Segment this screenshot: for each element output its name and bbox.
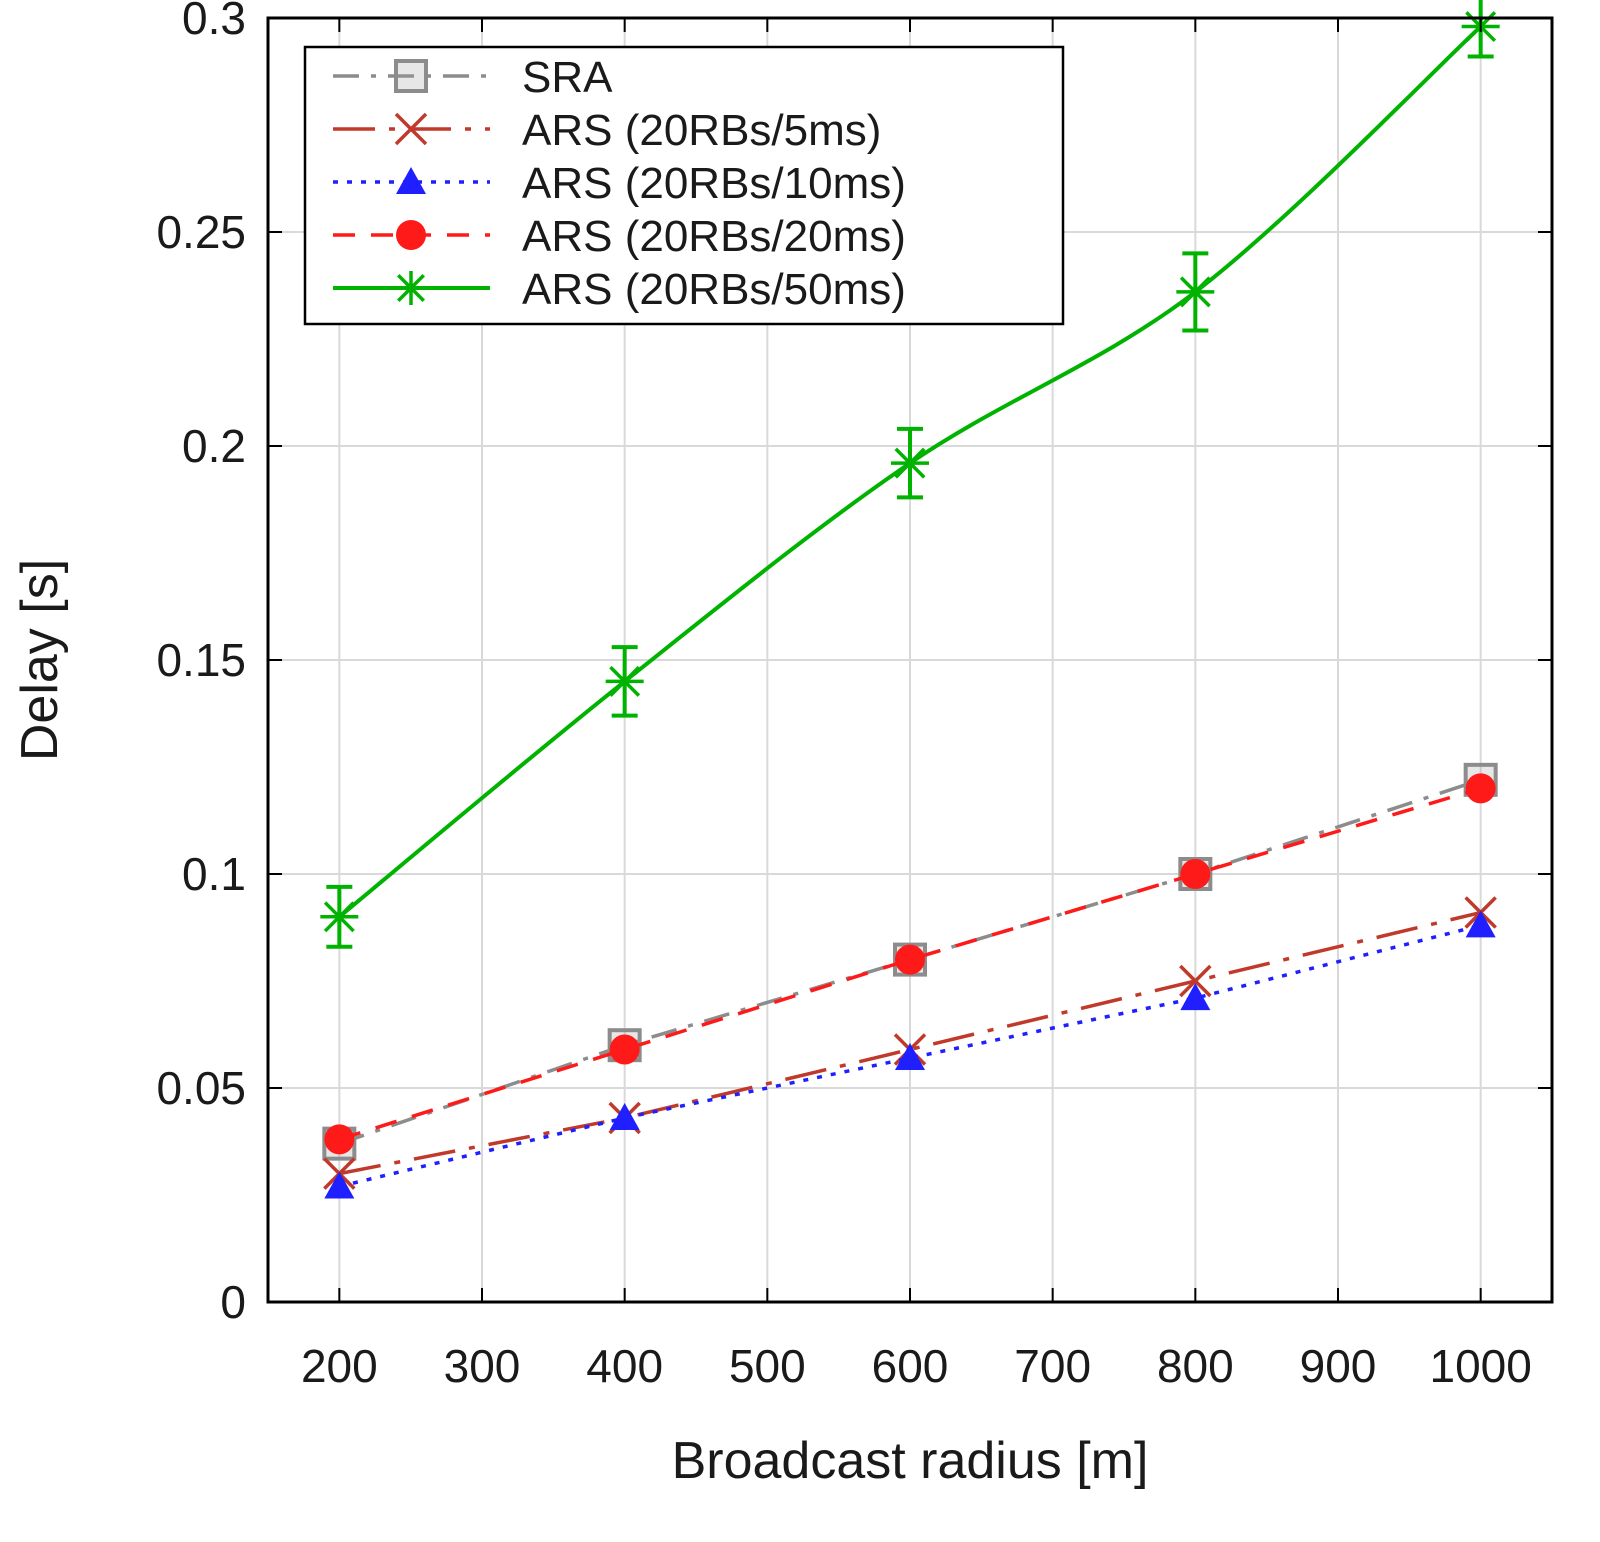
legend-box: [303, 45, 1065, 326]
marker-filled-circle: [895, 944, 925, 975]
series-3: [324, 773, 1496, 1155]
y-tick-label: 0.1: [182, 848, 246, 900]
series-line: [338, 910, 1482, 1176]
legend-label: SRA: [522, 53, 613, 102]
marker-shape: [1179, 964, 1212, 998]
marker-filled-circle: [1465, 773, 1496, 804]
marker-shape: [320, 897, 359, 936]
y-tick-label: 0.3: [182, 0, 246, 44]
x-tick-label: 900: [1300, 1340, 1377, 1392]
y-tick-label: 0.25: [156, 206, 246, 258]
x-axis-title: Broadcast radius [m]: [672, 1432, 1149, 1490]
marker-shape: [1180, 859, 1211, 889]
marker-shape: [394, 271, 428, 305]
marker-asterisk: [394, 271, 428, 305]
marker-triangle: [609, 1102, 640, 1130]
marker-shape: [396, 220, 426, 250]
legend-entry: ARS (20RBs/50ms): [333, 265, 906, 314]
marker-shape: [609, 1102, 640, 1130]
marker-shape: [895, 944, 925, 975]
marker-triangle: [895, 1043, 925, 1071]
legend-label: ARS (20RBs/20ms): [522, 212, 906, 261]
legend-label: ARS (20RBs/50ms): [522, 265, 906, 314]
marker-shape: [1180, 983, 1211, 1011]
marker-shape: [396, 167, 426, 194]
x-tick-label: 500: [729, 1340, 806, 1392]
marker-shape: [609, 1034, 640, 1065]
marker-shape: [605, 662, 644, 701]
y-tick-label: 0.15: [156, 634, 246, 686]
x-tick-label: 600: [872, 1340, 949, 1392]
marker-triangle: [396, 167, 426, 194]
legend-entry: ARS (20RBs/20ms): [333, 212, 906, 261]
x-tick-label: 1000: [1429, 1340, 1531, 1392]
marker-filled-circle: [609, 1034, 640, 1065]
marker-asterisk: [605, 662, 644, 701]
series-line: [338, 786, 1482, 1142]
marker-shape: [891, 444, 929, 483]
legend-entry: ARS (20RBs/10ms): [333, 159, 906, 208]
marker-filled-circle: [324, 1124, 355, 1155]
marker-x: [394, 112, 428, 146]
x-tick-label: 300: [444, 1340, 521, 1392]
y-axis-title: Delay [s]: [11, 559, 69, 761]
marker-shape: [1465, 910, 1496, 938]
marker-shape: [394, 59, 428, 93]
marker-shape: [1176, 272, 1215, 311]
ticks: 200 300 400 500 600 700 800 900 1000 0 0.05 0.1 0.15…: [156, 0, 1552, 1392]
marker-asterisk: [1176, 272, 1215, 311]
x-tick-label: 200: [301, 1340, 378, 1392]
marker-triangle: [1180, 983, 1211, 1011]
marker-asterisk: [891, 444, 929, 483]
marker-shape: [394, 112, 428, 146]
marker-filled-circle: [1180, 859, 1211, 889]
y-tick-label: 0.05: [156, 1062, 246, 1114]
marker-shape: [895, 1043, 925, 1071]
marker-shape: [1465, 773, 1496, 804]
x-tick-label: 800: [1157, 1340, 1234, 1392]
marker-triangle: [324, 1171, 355, 1199]
marker-x: [1179, 964, 1212, 998]
marker-shape: [324, 1124, 355, 1155]
marker-asterisk: [320, 897, 359, 936]
legend-entry: ARS (20RBs/5ms): [333, 106, 881, 155]
x-tick-label: 700: [1014, 1340, 1091, 1392]
y-tick-label: 0.2: [182, 420, 246, 472]
marker-triangle: [1465, 910, 1496, 938]
legend-label: ARS (20RBs/5ms): [522, 106, 881, 155]
marker-filled-circle: [396, 220, 426, 250]
legend-label: ARS (20RBs/10ms): [522, 159, 906, 208]
x-tick-label: 400: [586, 1340, 663, 1392]
legend-entry: SRA: [333, 53, 613, 102]
marker-open-square: [394, 59, 428, 93]
series-line: [338, 778, 1482, 1146]
series-2: [324, 910, 1496, 1199]
marker-shape: [324, 1171, 355, 1199]
y-tick-label: 0: [220, 1276, 246, 1328]
